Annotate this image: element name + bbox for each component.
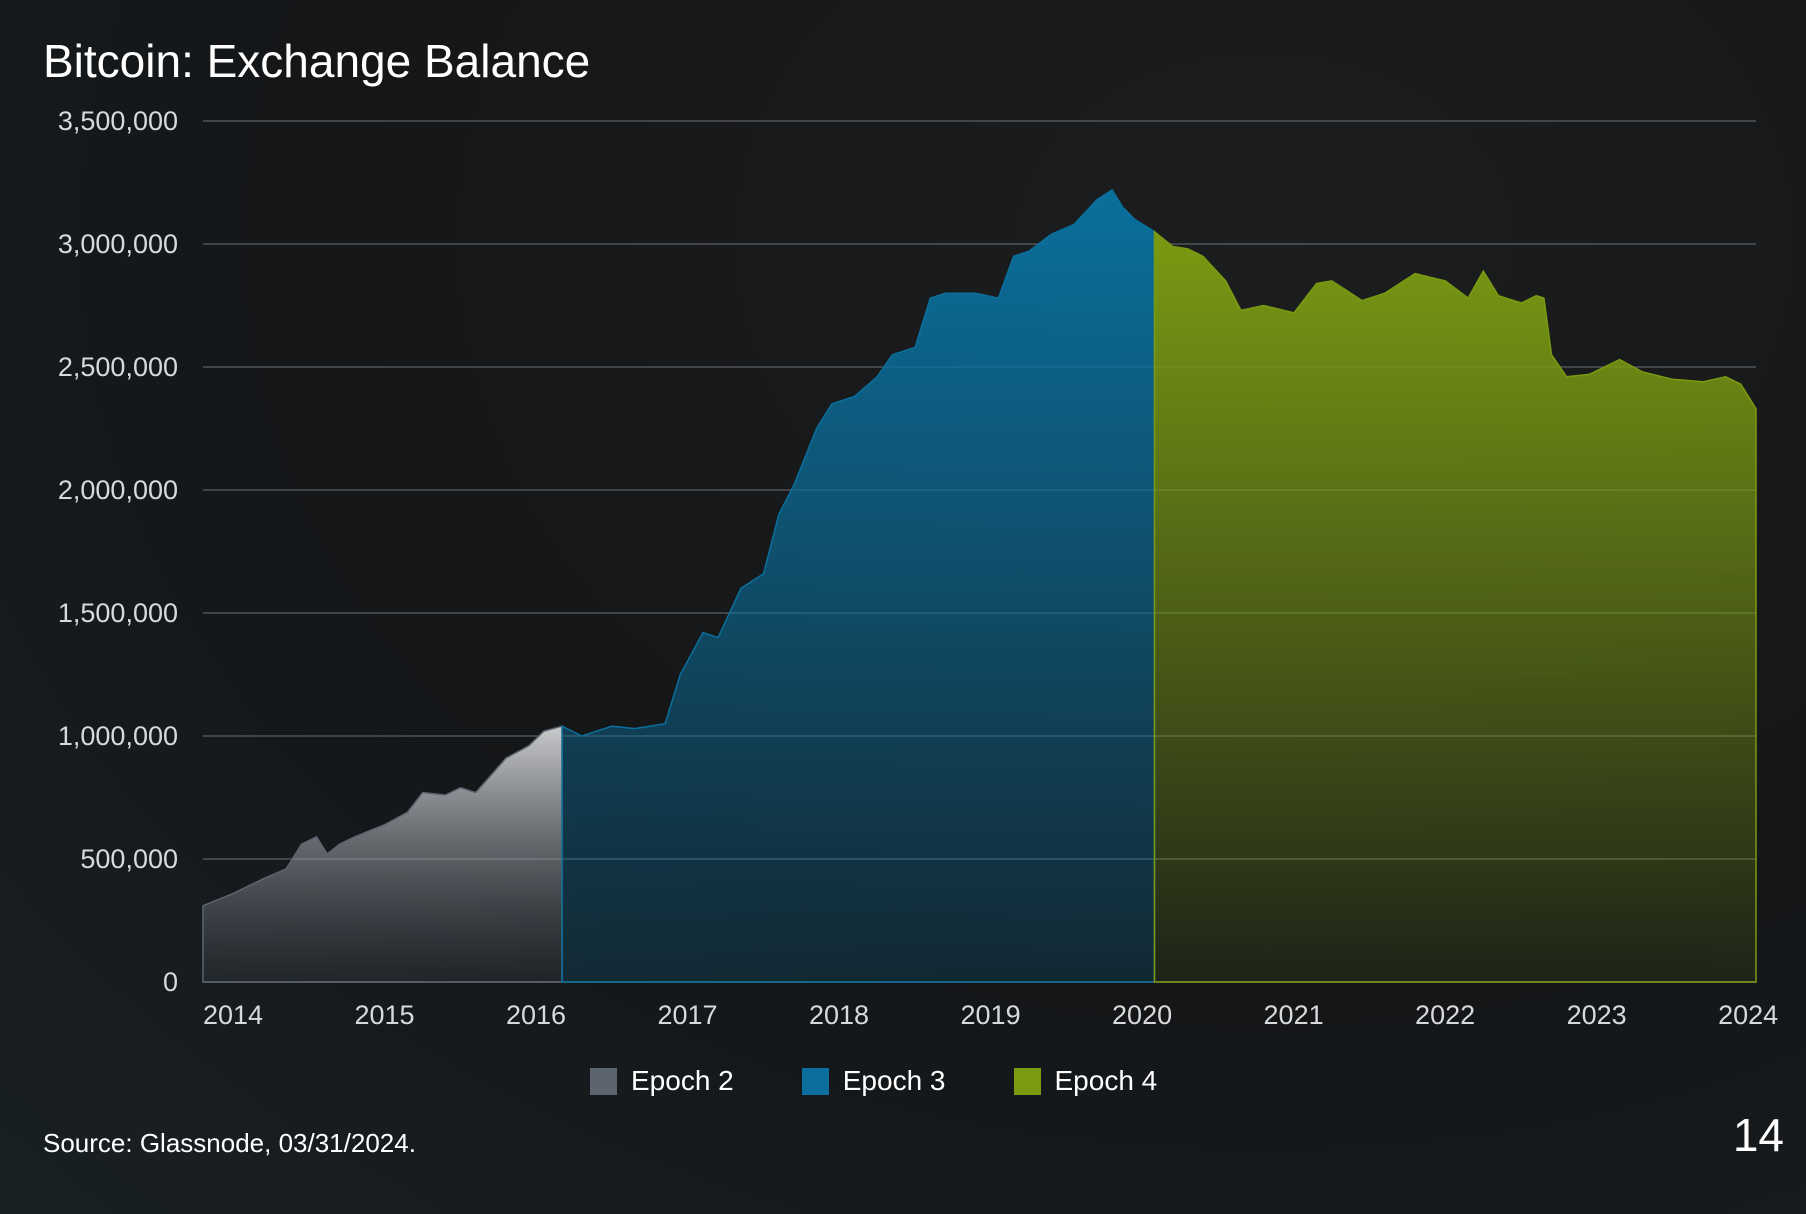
- legend-label-epoch-4: Epoch 4: [1054, 1065, 1158, 1096]
- x-tick-label: 2023: [1567, 1000, 1627, 1030]
- y-tick-label: 2,500,000: [58, 352, 178, 382]
- legend-swatch-epoch-2: [590, 1067, 617, 1095]
- legend-swatch-epoch-4: [1013, 1067, 1041, 1095]
- legend-item-epoch-3: Epoch 3: [801, 1065, 946, 1097]
- legend: Epoch 2 Epoch 3 Epoch 4: [590, 1065, 1157, 1097]
- x-tick-label: 2018: [809, 1000, 869, 1030]
- x-axis-ticks: 2014 2015 2016 2017 2018 2019 2020 2021 2022 2023…: [203, 1000, 1778, 1030]
- x-tick-label: 2017: [657, 1000, 717, 1030]
- x-tick-label: 2016: [506, 1000, 566, 1030]
- area-epoch-4: [1153, 230, 1757, 983]
- y-axis-ticks: 0 500,000 1,000,000 1,500,000 2,000,000 2,500…: [58, 106, 178, 997]
- area-series: [202, 188, 1757, 983]
- legend-item-epoch-4: Epoch 4: [1013, 1065, 1158, 1097]
- y-tick-label: 2,000,000: [58, 475, 178, 505]
- y-tick-label: 3,000,000: [58, 229, 178, 259]
- y-tick-label: 1,000,000: [58, 721, 178, 751]
- x-tick-label: 2015: [354, 1000, 414, 1030]
- page-number: 14: [1732, 1109, 1784, 1161]
- x-tick-label: 2019: [961, 1000, 1021, 1030]
- x-tick-label: 2020: [1112, 1000, 1172, 1030]
- legend-item-epoch-2: Epoch 2: [590, 1065, 734, 1097]
- x-tick-label: 2024: [1718, 1000, 1778, 1030]
- area-epoch-3: [561, 188, 1156, 983]
- y-tick-label: 3,500,000: [58, 106, 178, 136]
- x-tick-label: 2014: [203, 1000, 263, 1030]
- x-tick-label: 2022: [1415, 1000, 1475, 1030]
- y-tick-label: 1,500,000: [58, 598, 178, 628]
- y-tick-label: 0: [163, 967, 178, 997]
- legend-label-epoch-2: Epoch 2: [631, 1065, 734, 1096]
- y-tick-label: 500,000: [80, 844, 178, 874]
- legend-label-epoch-3: Epoch 3: [842, 1065, 946, 1096]
- source-note: Source: Glassnode, 03/31/2024.: [43, 1128, 416, 1158]
- x-tick-label: 2021: [1264, 1000, 1324, 1030]
- chart-title: Bitcoin: Exchange Balance: [43, 35, 591, 87]
- legend-swatch-epoch-3: [801, 1067, 829, 1095]
- area-epoch-2: [202, 725, 563, 983]
